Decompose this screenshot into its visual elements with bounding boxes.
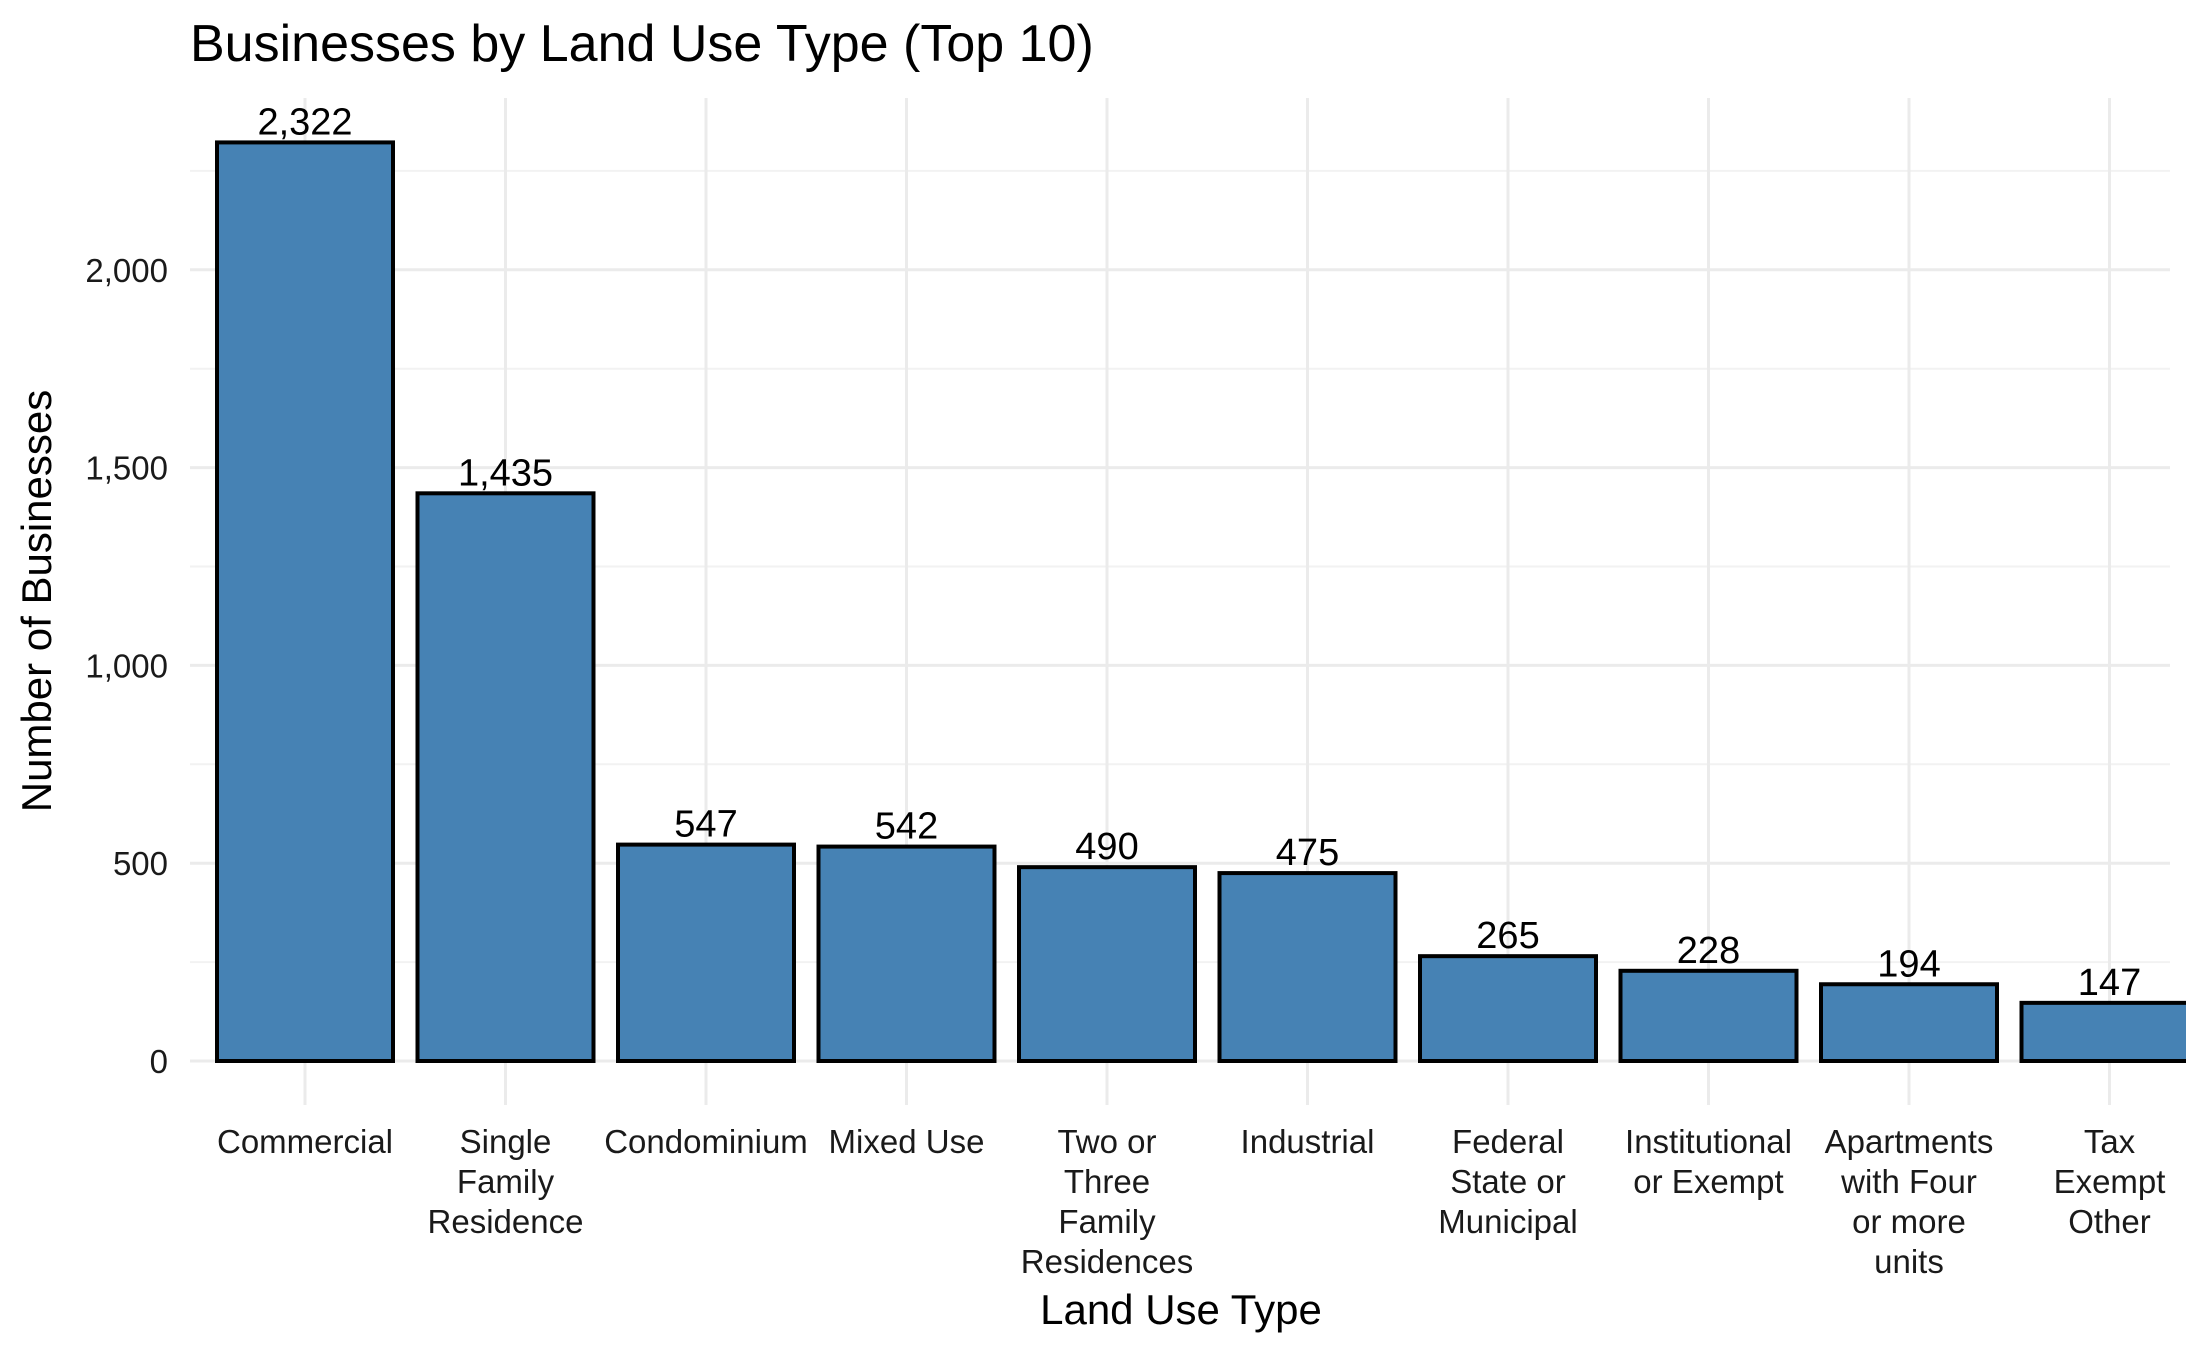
y-axis-tick-labels: 0 500 1,000 1,500 2,000 <box>85 252 168 1080</box>
data-label: 265 <box>1476 915 1539 957</box>
data-label: 1,435 <box>458 452 553 494</box>
bar <box>2019 1000 2186 1063</box>
bar <box>215 140 395 1063</box>
x-tick-label: Federal State or Municipal <box>1438 1123 1577 1240</box>
bars <box>215 140 2186 1064</box>
chart-title: Businesses by Land Use Type (Top 10) <box>190 15 1094 73</box>
bar <box>415 491 596 1063</box>
y-tick-label: 500 <box>113 845 168 882</box>
bar <box>1418 954 1598 1064</box>
bar <box>1618 968 1799 1064</box>
data-label: 547 <box>674 804 737 846</box>
bar <box>616 842 796 1064</box>
data-label: 228 <box>1677 930 1740 972</box>
bar <box>1217 871 1398 1064</box>
y-tick-label: 1,500 <box>85 450 168 487</box>
y-tick-label: 1,000 <box>85 647 168 684</box>
y-axis-title: Number of Businesses <box>13 390 60 813</box>
x-tick-label: Apartments with Four or more units <box>1825 1123 1994 1280</box>
x-tick-label: Tax Exempt Other <box>2054 1123 2166 1240</box>
y-tick-label: 0 <box>150 1043 168 1080</box>
data-labels: 2,322 1,435 547 542 490 475 265 228 194 147 <box>257 101 2141 1003</box>
bar <box>1017 865 1197 1063</box>
bar <box>1819 982 1999 1063</box>
data-label: 194 <box>1877 943 1940 985</box>
x-tick-label: Two or Three Family Residences <box>1021 1123 1193 1280</box>
data-label: 542 <box>875 806 938 848</box>
data-label: 2,322 <box>257 101 352 143</box>
data-label: 490 <box>1075 826 1138 868</box>
x-tick-label: Commercial <box>217 1123 393 1160</box>
y-tick-label: 2,000 <box>85 252 168 289</box>
data-label: 147 <box>2078 962 2141 1004</box>
x-tick-label: Mixed Use <box>829 1123 985 1160</box>
data-label: 475 <box>1276 832 1339 874</box>
x-tick-label: Condominium <box>604 1123 808 1160</box>
x-axis-tick-labels: Commercial Single Family Residence Condomini… <box>217 1123 2165 1280</box>
x-tick-label: Industrial <box>1241 1123 1375 1160</box>
x-tick-label: Single Family Residence <box>428 1123 584 1240</box>
x-tick-label: Institutional or Exempt <box>1625 1123 1792 1200</box>
bar <box>816 844 997 1063</box>
x-axis-title: Land Use Type <box>1040 1286 1322 1333</box>
